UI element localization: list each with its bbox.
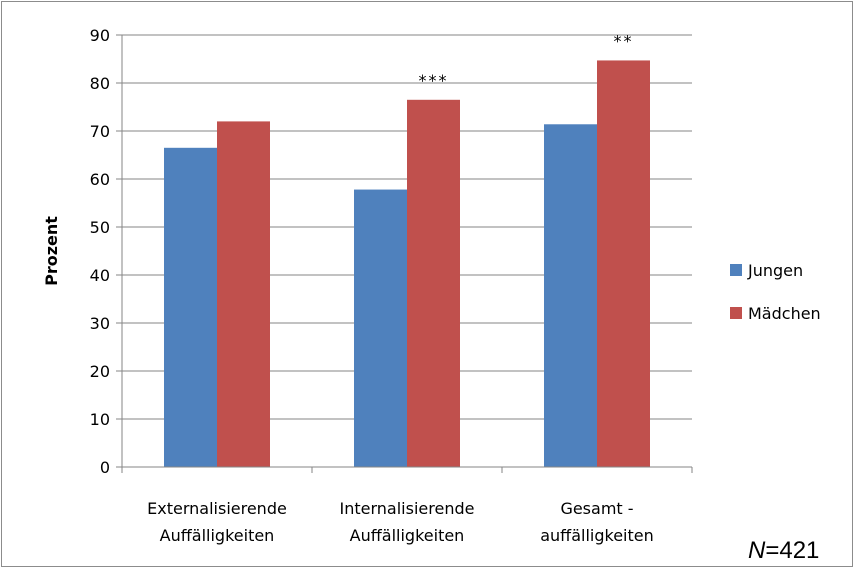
y-tick-label: 90 [90, 26, 110, 45]
significance-annotation: ** [614, 31, 634, 50]
y-tick-label: 60 [90, 170, 110, 189]
x-category-label: Auffälligkeiten [160, 526, 275, 545]
x-category-label: Externalisierende [147, 499, 287, 518]
axes [116, 34, 693, 473]
bar-jungen [544, 124, 597, 467]
legend-swatch-jungen [730, 264, 742, 276]
y-tick-label: 40 [90, 266, 110, 285]
sample-size-value: =421 [765, 537, 819, 564]
y-tick-label: 80 [90, 74, 110, 93]
bar-mädchen [217, 121, 270, 468]
legend-label-mädchen: Mädchen [748, 304, 821, 323]
y-tick-label: 10 [90, 410, 110, 429]
y-tick-label: 20 [90, 362, 110, 381]
y-tick-labels: 0 10 20 30 40 50 60 70 80 90 [90, 26, 110, 477]
bars [164, 60, 650, 468]
bar-mädchen [597, 60, 650, 467]
x-category-label: Auffälligkeiten [350, 526, 465, 545]
x-category-label: Internalisierende [340, 499, 475, 518]
significance-annotations: ***** [419, 31, 634, 90]
significance-annotation: *** [419, 71, 449, 90]
bar-jungen [354, 189, 407, 467]
x-category-label: Gesamt - [560, 499, 633, 518]
legend-label-jungen: Jungen [747, 261, 803, 280]
y-tick-label: 30 [90, 314, 110, 333]
legend-swatch-mädchen [730, 307, 742, 319]
y-tick-label: 0 [100, 458, 110, 477]
x-category-labels: Externalisierende Auffälligkeiten Internal… [147, 499, 654, 545]
x-category-label: auffälligkeiten [540, 526, 654, 545]
y-tick-label: 70 [90, 122, 110, 141]
y-tick-label: 50 [90, 218, 110, 237]
legend: Jungen Mädchen [730, 261, 821, 323]
sample-size-label: N=421 [748, 537, 819, 564]
bar-mädchen [407, 99, 460, 468]
bar-jungen [164, 147, 217, 468]
sample-size-n: N [748, 537, 766, 564]
y-axis-label: Prozent [42, 216, 61, 286]
